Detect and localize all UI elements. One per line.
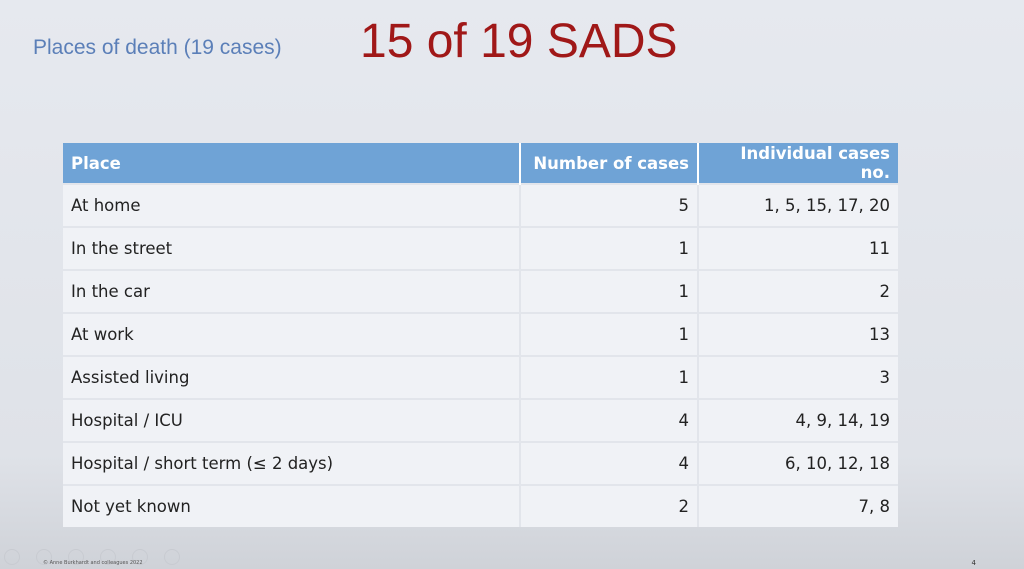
- prev-icon[interactable]: [4, 549, 20, 565]
- header-number: Number of cases: [520, 143, 699, 184]
- table-row: In the car 1 2: [63, 269, 898, 313]
- table-header-row: Place Number of cases Individual cases n…: [63, 143, 898, 184]
- more-icon[interactable]: [164, 549, 180, 565]
- next-icon[interactable]: [36, 549, 52, 565]
- pen-icon[interactable]: [68, 549, 84, 565]
- cell-place: Assisted living: [63, 355, 521, 399]
- table-row: In the street 1 11: [63, 226, 898, 270]
- cell-number: 1: [520, 226, 699, 270]
- table-row: Assisted living 1 3: [63, 355, 898, 399]
- cell-cases: 2: [698, 269, 898, 313]
- zoom-icon[interactable]: [132, 549, 148, 565]
- table-row: At home 5 1, 5, 15, 17, 20: [63, 183, 898, 227]
- slide-footer: © Anne Burkhardt and colleagues 2022: [43, 560, 143, 566]
- cell-place: Hospital / short term (≤ 2 days): [63, 441, 521, 485]
- cell-number: 2: [520, 484, 699, 527]
- cell-number: 4: [520, 441, 699, 485]
- table-row: At work 1 13: [63, 312, 898, 356]
- cell-number: 1: [520, 312, 699, 356]
- slide-controls: [4, 549, 180, 565]
- places-table: Place Number of cases Individual cases n…: [63, 143, 898, 527]
- cell-cases: 13: [698, 312, 898, 356]
- cell-cases: 7, 8: [698, 484, 898, 527]
- cell-number: 1: [520, 355, 699, 399]
- header-cases: Individual cases no.: [698, 143, 898, 184]
- cell-cases: 3: [698, 355, 898, 399]
- cell-number: 1: [520, 269, 699, 313]
- cell-place: Not yet known: [63, 484, 521, 527]
- cell-cases: 11: [698, 226, 898, 270]
- cell-cases: 4, 9, 14, 19: [698, 398, 898, 442]
- cell-number: 4: [520, 398, 699, 442]
- slide-title: 15 of 19 SADS: [360, 15, 678, 68]
- cell-number: 5: [520, 183, 699, 227]
- cell-place: Hospital / ICU: [63, 398, 521, 442]
- cell-cases: 6, 10, 12, 18: [698, 441, 898, 485]
- cell-place: At home: [63, 183, 521, 227]
- cell-place: At work: [63, 312, 521, 356]
- table-row: Hospital / short term (≤ 2 days) 4 6, 10, …: [63, 441, 898, 485]
- page-number: 4: [971, 559, 976, 567]
- cell-place: In the street: [63, 226, 521, 270]
- cell-place: In the car: [63, 269, 521, 313]
- cell-cases: 1, 5, 15, 17, 20: [698, 183, 898, 227]
- slide-subtitle: Places of death (19 cases): [33, 36, 282, 59]
- table-row: Hospital / ICU 4 4, 9, 14, 19: [63, 398, 898, 442]
- table-row: Not yet known 2 7, 8: [63, 484, 898, 527]
- header-place: Place: [63, 143, 521, 184]
- slides-icon[interactable]: [100, 549, 116, 565]
